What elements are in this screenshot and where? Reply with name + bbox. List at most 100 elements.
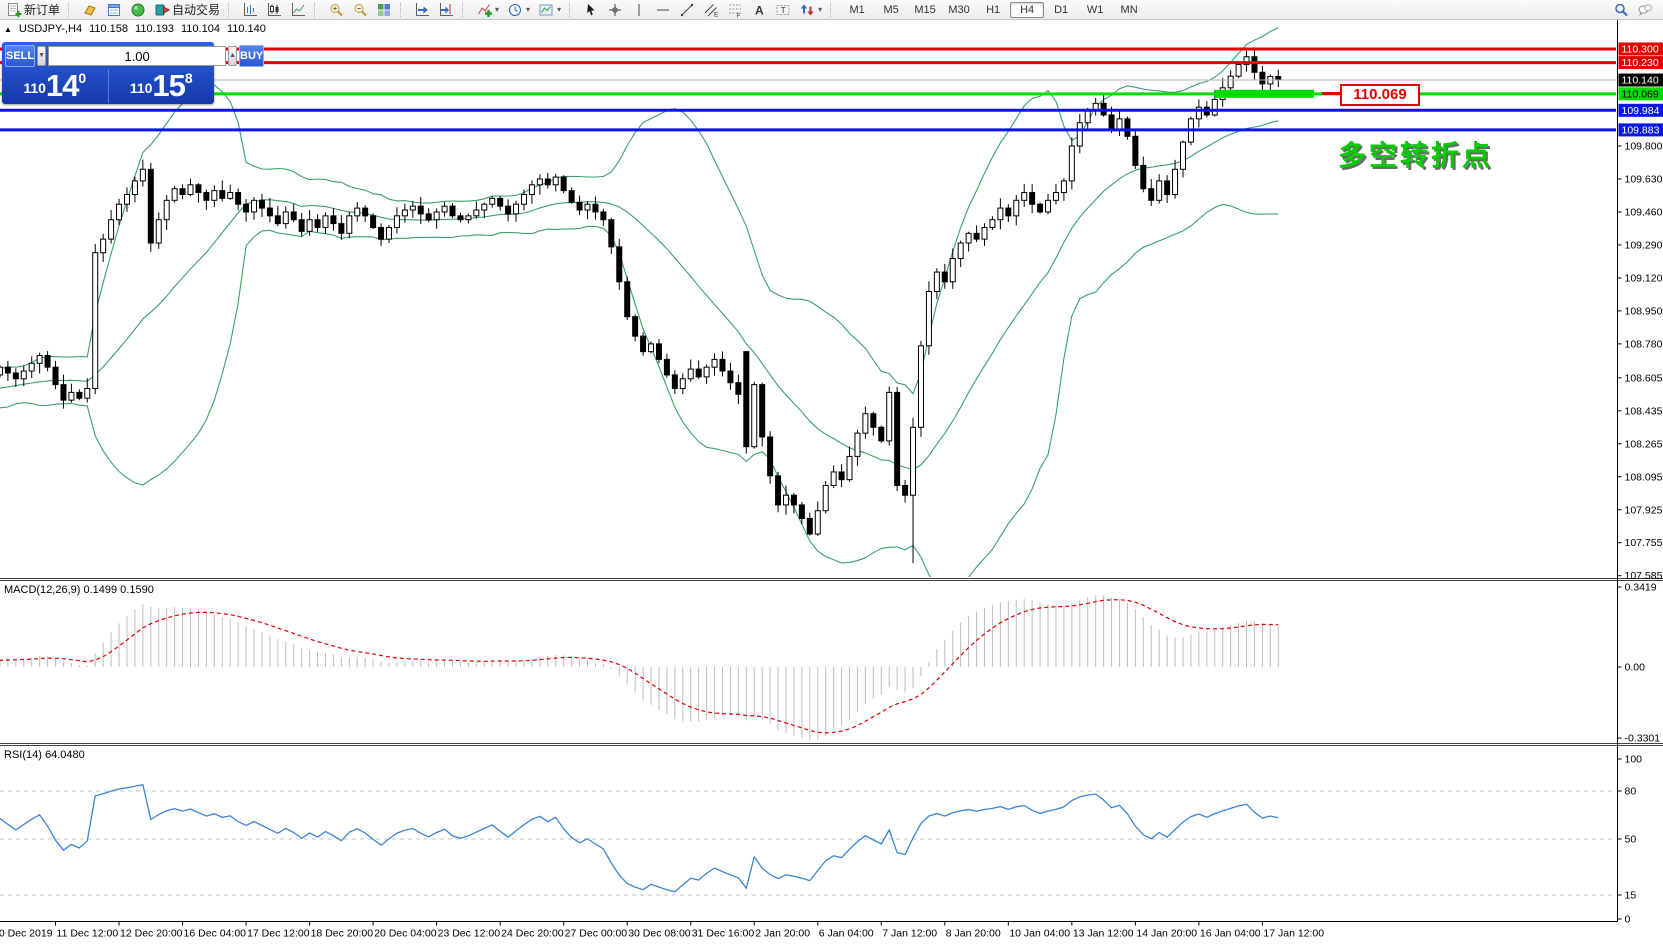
timeframe-group: M1 M5 M15 M30 H1 H4 D1 W1 MN — [838, 0, 1148, 19]
timeframe-m30[interactable]: M30 — [948, 3, 970, 16]
autotrading-button[interactable]: 自动交易 — [150, 0, 224, 20]
volume-input[interactable] — [48, 46, 227, 66]
autoscroll-icon — [416, 2, 430, 16]
main-toolbar: 新订单 自动交易 ▾ ▾ ▾ E F A T ▾ M1 M5 M15 M30 H1 H4 D1 W1 MN — [0, 0, 1663, 20]
crosshair-button[interactable] — [603, 0, 627, 20]
symbol-period: USDJPY-,H4 — [18, 23, 83, 35]
tile-windows-button[interactable] — [372, 0, 396, 20]
dropdown-caret-icon[interactable]: ▾ — [495, 5, 500, 14]
price-label-text: 110.300 — [1622, 44, 1659, 56]
text-button[interactable]: A — [747, 0, 771, 20]
time-tick-label: 24 Dec 20:00 — [501, 928, 564, 940]
time-tick-label: 10 Dec 2019 — [0, 928, 53, 940]
price-label-text: 109.883 — [1622, 124, 1660, 136]
time-tick-label: 12 Dec 20:00 — [120, 928, 183, 940]
sell-button[interactable]: SELL — [5, 45, 36, 67]
chart-title: ▲ USDJPY-,H4 110.158 110.193 110.104 110… — [4, 23, 266, 35]
bar-chart-button[interactable] — [238, 0, 262, 20]
time-tick-label: 30 Dec 08:00 — [628, 928, 691, 940]
text-icon: A — [755, 3, 764, 17]
templates-button[interactable]: ▾ — [534, 0, 565, 20]
macd-tick-label: 0.00 — [1625, 662, 1646, 674]
dropdown-caret-icon[interactable]: ▾ — [818, 5, 823, 14]
buy-button[interactable]: BUY — [239, 45, 265, 67]
main-price-panel — [0, 27, 1616, 577]
arrows-button[interactable]: ▾ — [795, 0, 826, 20]
profile-icon — [84, 4, 96, 16]
time-tick-label: 16 Dec 04:00 — [184, 928, 247, 940]
buy-price[interactable]: 110 15 8 — [109, 69, 215, 103]
templates-icon — [539, 4, 553, 15]
level-price-callout[interactable]: 110.069 — [1340, 84, 1420, 106]
horizontal-line-button[interactable] — [651, 0, 675, 20]
zoom-out-button[interactable] — [348, 0, 372, 20]
fibonacci-button[interactable]: F — [723, 0, 747, 20]
chart-canvas[interactable]: 109.800 109.630 109.460 109.290 109.120 108.9… — [0, 20, 1663, 944]
search-icon — [1615, 3, 1628, 16]
channel-button[interactable]: E — [699, 0, 723, 20]
macd-tick-label: 0.3419 — [1625, 582, 1657, 594]
timeframe-d1[interactable]: D1 — [1054, 3, 1069, 16]
sell-price-point: 0 — [78, 70, 87, 86]
autoscroll-button[interactable] — [410, 0, 434, 20]
navigator-button[interactable] — [126, 0, 150, 20]
macd-indicator-label: MACD(12,26,9) 0.1499 0.1590 — [4, 584, 154, 596]
search-button[interactable] — [1609, 0, 1633, 20]
indicators-add-button[interactable]: ▾ — [472, 0, 503, 20]
new-order-button[interactable]: 新订单 — [2, 0, 64, 20]
timeframe-m1[interactable]: M1 — [849, 3, 865, 16]
line-chart-button[interactable] — [286, 0, 310, 20]
vertical-line-button[interactable] — [627, 0, 651, 20]
support-highlight-zone[interactable] — [1214, 89, 1315, 98]
data-window-button[interactable] — [102, 0, 126, 20]
candlestick-chart-icon — [268, 2, 282, 16]
profile-button[interactable] — [78, 0, 102, 20]
price-label-text: 110.140 — [1622, 75, 1659, 87]
toolbar-separator — [314, 2, 319, 17]
volume-decrease-button[interactable]: ▼ — [37, 46, 47, 66]
timeframe-m5[interactable]: M5 — [883, 3, 899, 16]
sell-price[interactable]: 110 14 0 — [2, 69, 109, 103]
toolbar-separator — [228, 2, 233, 17]
timeframe-w1[interactable]: W1 — [1086, 3, 1104, 16]
level-lines[interactable] — [0, 47, 1616, 132]
macd-histogram — [0, 595, 1279, 741]
periods-button[interactable]: ▾ — [503, 0, 534, 20]
dropdown-caret-icon[interactable]: ▾ — [526, 5, 531, 14]
trendline-icon — [680, 3, 694, 16]
toolbar-separator — [400, 2, 405, 17]
price-label-box — [1618, 103, 1663, 117]
time-tick-label: 16 Jan 04:00 — [1200, 928, 1261, 940]
cursor-button[interactable] — [579, 0, 603, 20]
chat-button[interactable] — [1633, 0, 1657, 20]
price-tick-label: 109.630 — [1625, 173, 1663, 185]
rsi-tick-label: 15 — [1625, 890, 1637, 902]
time-tick-label: 6 Jan 04:00 — [819, 928, 874, 940]
zoom-in-button[interactable] — [324, 0, 348, 20]
price-label-text: 110.069 — [1622, 88, 1659, 100]
pivot-annotation-text[interactable]: 多空转折点 — [1338, 140, 1494, 171]
chart-shift-button[interactable] — [434, 0, 458, 20]
timeframe-h1[interactable]: H1 — [986, 3, 1001, 16]
timeframe-h4[interactable]: H4 — [1010, 1, 1045, 18]
level-callout-dash — [1322, 92, 1340, 95]
horizontal-line-icon — [657, 9, 670, 10]
crosshair-icon — [609, 3, 622, 16]
price-tick-label: 108.605 — [1625, 372, 1663, 384]
label-button[interactable]: T — [771, 0, 795, 20]
fibonacci-icon: F — [729, 4, 742, 18]
indicators-add-icon — [478, 3, 493, 17]
periods-icon — [509, 3, 522, 16]
buy-price-point: 8 — [184, 70, 193, 86]
toolbar-right-icons — [1609, 0, 1663, 20]
trendline-button[interactable] — [675, 0, 699, 20]
collapse-triangle-icon[interactable]: ▲ — [4, 24, 12, 34]
time-tick-label: 2 Jan 20:00 — [755, 928, 810, 940]
candlestick-chart-button[interactable] — [262, 0, 286, 20]
dropdown-caret-icon[interactable]: ▾ — [557, 5, 562, 14]
timeframe-mn[interactable]: MN — [1120, 3, 1138, 16]
volume-increase-button[interactable]: ▲ — [228, 46, 237, 66]
time-tick-label: 20 Dec 04:00 — [374, 928, 437, 940]
price-tick-label: 108.950 — [1625, 305, 1663, 317]
timeframe-m15[interactable]: M15 — [914, 3, 936, 16]
